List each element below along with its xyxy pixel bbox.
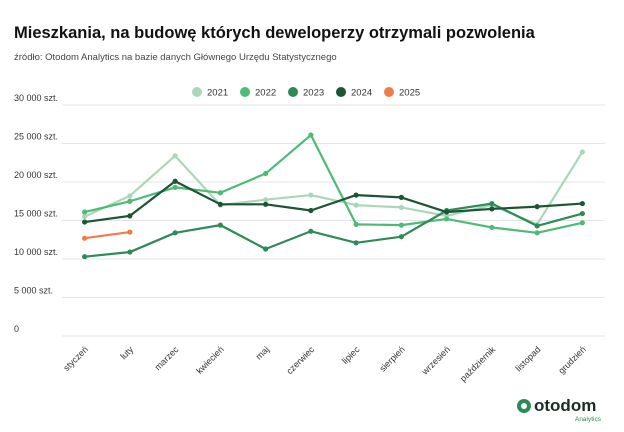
data-point — [444, 209, 450, 215]
y-tick-label: 5 000 szt. — [14, 286, 53, 296]
data-point — [534, 230, 540, 236]
legend-label: 2023 — [303, 88, 324, 99]
legend-marker — [192, 87, 202, 97]
x-tick-label: lipiec — [340, 344, 362, 366]
data-point — [172, 184, 178, 190]
chart-subtitle: źródło: Otodom Analytics na bazie danych… — [14, 52, 337, 63]
y-tick-label: 10 000 szt. — [14, 247, 58, 257]
data-point — [217, 201, 223, 207]
x-tick-label: październik — [458, 344, 498, 384]
data-point — [398, 194, 404, 200]
x-tick-label: kwiecień — [194, 344, 225, 375]
y-tick-label: 30 000 szt. — [14, 93, 58, 103]
data-point — [172, 153, 178, 159]
legend-marker — [288, 87, 298, 97]
data-point — [217, 190, 223, 196]
data-point — [444, 216, 450, 222]
data-point — [579, 210, 585, 217]
legend-label: 2025 — [399, 88, 420, 99]
data-point — [82, 219, 88, 225]
data-point — [172, 178, 178, 184]
data-point — [127, 229, 133, 235]
data-point — [82, 235, 88, 241]
y-tick-label: 20 000 szt. — [14, 170, 58, 180]
data-point — [353, 202, 359, 208]
legend-label: 2024 — [351, 88, 372, 99]
logo-icon-hole — [521, 403, 527, 409]
y-tick-label: 15 000 szt. — [14, 209, 58, 219]
x-tick-label: luty — [118, 344, 135, 361]
data-point — [489, 206, 495, 212]
data-point — [308, 207, 314, 214]
x-tick-label: czerwiec — [284, 344, 316, 376]
data-point — [127, 213, 133, 219]
series-line — [84, 151, 584, 226]
data-point — [353, 240, 359, 246]
data-point — [127, 249, 133, 255]
data-point — [534, 204, 540, 210]
data-point — [353, 192, 359, 198]
series-line — [84, 133, 583, 234]
data-point — [579, 220, 585, 226]
x-tick-label: marzec — [153, 344, 181, 372]
y-tick-label: 25 000 szt. — [14, 132, 58, 142]
data-point — [398, 222, 404, 228]
x-tick-label: maj — [254, 344, 271, 361]
x-tick-label: styczeń — [61, 344, 90, 373]
x-tick-label: sierpień — [377, 344, 406, 373]
legend-label: 2021 — [207, 88, 228, 99]
logo-name: otodom — [534, 396, 596, 415]
x-tick-label: wrzesień — [419, 344, 452, 377]
data-point — [398, 204, 404, 211]
legend-marker — [240, 87, 250, 97]
data-point — [263, 197, 269, 203]
legend-label: 2022 — [255, 88, 276, 99]
data-point — [353, 221, 359, 227]
data-point — [82, 254, 88, 260]
data-point — [489, 200, 495, 207]
data-point — [82, 209, 88, 215]
legend-marker — [336, 87, 346, 97]
legend-marker — [384, 87, 394, 97]
data-point — [172, 230, 178, 236]
data-point — [263, 246, 269, 252]
x-tick-label: listopad — [514, 344, 543, 373]
data-point — [127, 193, 133, 199]
data-point — [534, 223, 540, 229]
data-point — [579, 200, 585, 207]
series-line — [84, 230, 131, 240]
chart-title: Mieszkania, na budowę których deweloperz… — [14, 24, 536, 42]
data-point — [308, 132, 314, 138]
logo: otodom Analytics — [517, 396, 602, 423]
data-point — [308, 192, 314, 198]
data-point — [263, 170, 269, 177]
x-tick-label: grudzień — [556, 344, 587, 375]
data-point — [82, 214, 88, 220]
data-point — [263, 201, 269, 207]
logo-sub: Analytics — [575, 416, 602, 423]
data-point — [127, 198, 133, 204]
data-point — [489, 224, 495, 231]
data-point — [308, 228, 314, 234]
y-tick-label: 0 — [14, 324, 19, 334]
data-point — [398, 234, 404, 240]
data-point — [579, 149, 585, 155]
data-point — [217, 222, 223, 228]
series-line — [84, 202, 583, 258]
series-line — [84, 180, 583, 224]
